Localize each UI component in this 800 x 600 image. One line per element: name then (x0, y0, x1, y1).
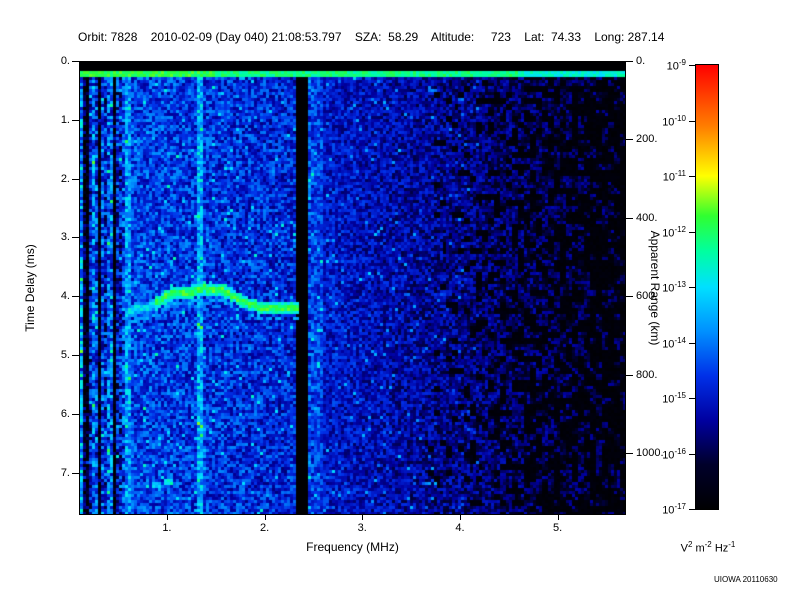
colorbar-tick-label: 10-10 (662, 113, 686, 129)
y-right-tick-label: 0. (636, 55, 646, 67)
colorbar-tick-label: 10-16 (662, 446, 686, 462)
colorbar-tick-mark (689, 287, 695, 288)
unit-exponent: 2 (687, 540, 693, 549)
y-right-tick-mark (626, 61, 633, 62)
y-right-tick-label: 600. (636, 290, 658, 303)
y-right-tick-label: 1000. (636, 447, 664, 460)
x-axis-label: Frequency (MHz) (306, 540, 399, 554)
y-left-tick-mark (72, 119, 79, 121)
unit-exponent: -2 (704, 540, 712, 549)
colorbar-exponent: -15 (674, 391, 686, 400)
x-tick-mark (459, 515, 461, 520)
y-right-tick-label: 400. (636, 211, 658, 224)
colorbar-units-label: V2 m-2 Hz-1 (680, 540, 736, 555)
x-tick-mark (557, 515, 559, 520)
colorbar-tick-mark (689, 453, 695, 455)
y-right-tick-mark (626, 217, 633, 219)
colorbar-exponent: -11 (675, 169, 686, 178)
y-left-tick-label: 2. (60, 172, 70, 185)
colorbar-exponent: -10 (674, 113, 686, 123)
y-left-tick-mark (72, 296, 79, 298)
colorbar-tick-label: 10-11 (662, 169, 686, 184)
colorbar-tick-mark (689, 231, 695, 233)
y-left-tick-label: 3. (60, 231, 70, 244)
y-left-tick-mark (72, 472, 79, 474)
y-left-tick-label: 6. (60, 407, 70, 420)
x-tick-label: 3. (357, 522, 367, 534)
y-left-tick-mark (72, 178, 79, 180)
y-left-tick-mark (72, 413, 79, 415)
y-left-tick-label: 7. (60, 466, 70, 479)
colorbar-tick-label: 10-9 (666, 58, 686, 73)
x-tick-label: 4. (455, 522, 465, 534)
y-right-tick-mark (626, 374, 633, 376)
y-right-tick-mark (626, 296, 633, 298)
unit-exponent: -1 (728, 540, 736, 549)
colorbar-exponent: -16 (674, 446, 686, 456)
y-right-tick-label: 800. (636, 368, 658, 381)
header-info: Orbit: 7828 2010-02-09 (Day 040) 21:08:5… (78, 30, 665, 44)
colorbar-tick-mark (689, 176, 695, 177)
colorbar-tick-label: 10-15 (662, 391, 686, 406)
x-tick-mark (166, 515, 168, 520)
colorbar-exponent: -9 (678, 58, 686, 67)
colorbar-tick-label: 10-17 (662, 502, 686, 517)
y-right-tick-mark (626, 453, 633, 455)
x-tick-label: 2. (259, 522, 270, 534)
colorbar-tick-label: 10-12 (662, 224, 686, 240)
colorbar-tick-mark (689, 342, 695, 344)
y-left-tick-label: 5. (60, 349, 70, 362)
plot-frame (79, 61, 626, 515)
colorbar-exponent: -14 (674, 335, 686, 345)
y-left-tick-mark (72, 237, 79, 239)
y-right-tick-label: 200. (636, 133, 658, 146)
y-left-tick-mark (72, 355, 79, 357)
colorbar-tick-mark (689, 398, 695, 399)
x-tick-mark (264, 515, 266, 520)
colorbar-exponent: -13 (674, 280, 686, 289)
y-right-tick-mark (626, 139, 633, 141)
y-left-tick-mark (72, 61, 79, 62)
colorbar-tick-label: 10-14 (662, 335, 686, 351)
y-left-tick-label: 4. (60, 290, 70, 303)
y-left-tick-label: 0. (60, 55, 70, 67)
colorbar-tick-mark (689, 65, 695, 66)
colorbar-tick-mark (689, 509, 695, 510)
y-axis-label-left: Time Delay (ms) (23, 244, 37, 332)
colorbar (695, 64, 719, 510)
spectrogram-canvas (80, 62, 625, 514)
x-tick-label: 5. (553, 522, 563, 534)
colorbar-tick-label: 10-13 (662, 280, 686, 295)
colorbar-exponent: -12 (674, 224, 686, 234)
y-left-tick-label: 1. (60, 113, 70, 126)
colorbar-tick-mark (689, 120, 695, 122)
colorbar-exponent: -17 (674, 502, 686, 511)
credit-text: UIOWA 20110630 (714, 575, 778, 584)
colorbar-gradient (696, 65, 718, 509)
x-tick-mark (362, 515, 364, 520)
x-tick-label: 1. (162, 522, 172, 534)
